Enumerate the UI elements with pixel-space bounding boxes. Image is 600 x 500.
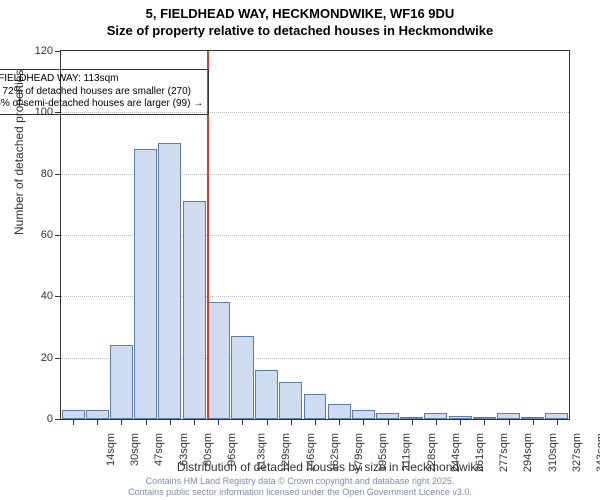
histogram-bar — [183, 201, 206, 419]
chart-title: 5, FIELDHEAD WAY, HECKMONDWIKE, WF16 9DU… — [0, 0, 600, 40]
annotation-line: ← 72% of detached houses are smaller (27… — [0, 86, 203, 99]
x-tick — [267, 419, 268, 425]
histogram-bar — [158, 143, 181, 419]
x-tick — [339, 419, 340, 425]
y-tick-label: 40 — [41, 290, 53, 302]
annotation-line: 5 FIELDHEAD WAY: 113sqm — [0, 73, 203, 86]
x-tick — [291, 419, 292, 425]
annotation-line: 26% of semi-detached houses are larger (… — [0, 98, 203, 111]
x-tick — [509, 419, 510, 425]
x-tick — [121, 419, 122, 425]
annotation-box: 5 FIELDHEAD WAY: 113sqm ← 72% of detache… — [0, 69, 209, 115]
y-tick — [55, 296, 61, 297]
histogram-bar — [255, 370, 278, 419]
y-tick-label: 80 — [41, 168, 53, 180]
x-tick — [484, 419, 485, 425]
x-tick — [146, 419, 147, 425]
attribution-line: Contains public sector information licen… — [0, 487, 600, 498]
y-tick-label: 60 — [41, 229, 53, 241]
histogram-bar — [86, 410, 109, 419]
histogram-bar — [304, 394, 327, 419]
histogram-bar — [110, 345, 133, 419]
x-tick — [436, 419, 437, 425]
x-tick — [557, 419, 558, 425]
y-tick — [55, 358, 61, 359]
x-tick — [460, 419, 461, 425]
histogram-bar — [352, 410, 375, 419]
x-tick — [73, 419, 74, 425]
y-tick — [55, 235, 61, 236]
x-tick — [170, 419, 171, 425]
attribution: Contains HM Land Registry data © Crown c… — [0, 476, 600, 498]
title-line1: 5, FIELDHEAD WAY, HECKMONDWIKE, WF16 9DU — [0, 6, 600, 23]
x-axis-label: Distribution of detached houses by size … — [0, 460, 600, 474]
x-tick — [218, 419, 219, 425]
y-tick — [55, 419, 61, 420]
x-tick — [388, 419, 389, 425]
histogram-bar — [134, 149, 157, 419]
attribution-line: Contains HM Land Registry data © Crown c… — [0, 476, 600, 487]
histogram-bar — [328, 404, 351, 419]
histogram-bar — [207, 302, 230, 419]
x-tick — [242, 419, 243, 425]
title-line2: Size of property relative to detached ho… — [0, 23, 600, 40]
x-tick — [363, 419, 364, 425]
y-tick-label: 120 — [35, 45, 53, 57]
x-tick — [97, 419, 98, 425]
histogram-bar — [62, 410, 85, 419]
chart-container: 5, FIELDHEAD WAY, HECKMONDWIKE, WF16 9DU… — [0, 0, 600, 500]
y-tick — [55, 174, 61, 175]
y-tick-label: 20 — [41, 352, 53, 364]
x-tick — [315, 419, 316, 425]
x-tick — [412, 419, 413, 425]
x-tick — [194, 419, 195, 425]
y-tick-label: 0 — [47, 413, 53, 425]
histogram-bar — [231, 336, 254, 419]
plot-area: 5 FIELDHEAD WAY: 113sqm ← 72% of detache… — [60, 50, 570, 420]
x-tick — [533, 419, 534, 425]
histogram-bar — [279, 382, 302, 419]
y-tick — [55, 51, 61, 52]
